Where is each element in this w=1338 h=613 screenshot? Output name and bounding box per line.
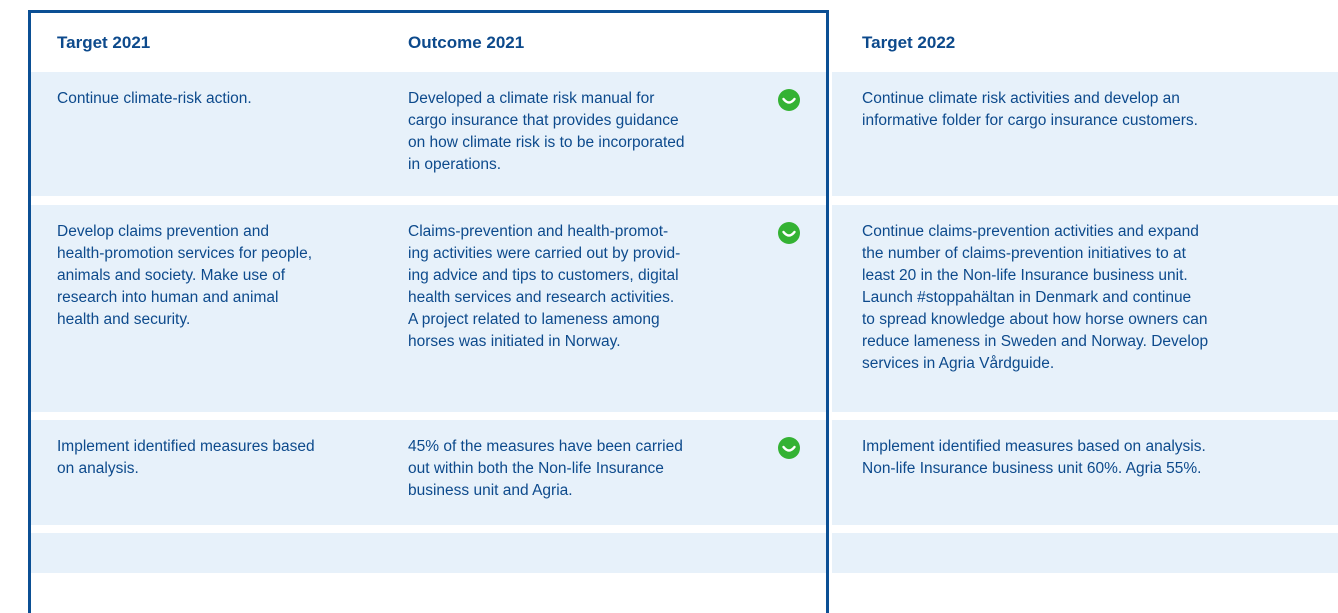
cell-line: Claims-prevention and health-promot-: [408, 223, 669, 240]
cell-line: health and security.: [57, 311, 191, 328]
table-cell: Continue climate-risk action.: [57, 88, 252, 110]
cell-line: cargo insurance that provides guidance: [408, 112, 679, 129]
row-background: [832, 205, 1338, 412]
row-background: [832, 533, 1338, 573]
cell-line: out within both the Non-life Insurance: [408, 460, 664, 477]
cell-line: Non-life Insurance business unit 60%. Ag…: [862, 460, 1202, 477]
table-cell: Continue claims-prevention activities an…: [862, 221, 1208, 375]
cell-line: 45% of the measures have been carried: [408, 438, 683, 455]
cell-line: health-promotion services for people,: [57, 245, 313, 262]
table-cell: 45% of the measures have been carried out…: [408, 436, 683, 502]
column-header: Target 2021: [57, 33, 151, 52]
table-cell: Claims-prevention and health-promot-ing …: [408, 221, 680, 353]
row-background: [31, 205, 826, 412]
table-cell: Continue climate risk activities and dev…: [862, 88, 1198, 132]
cell-line: horses was initiated in Norway.: [408, 333, 621, 350]
cell-line: Launch #stoppahältan in Denmark and cont…: [862, 289, 1192, 306]
cell-line: on how climate risk is to be incorporate…: [408, 134, 685, 151]
cell-line: ing activities were carried out by provi…: [408, 245, 681, 262]
row-background: [31, 72, 826, 196]
cell-line: research into human and animal: [57, 289, 279, 306]
cell-line: informative folder for cargo insurance c…: [862, 112, 1198, 129]
cell-line: to spread knowledge about how horse owne…: [862, 311, 1208, 328]
cell-line: Implement identified measures based: [57, 438, 315, 455]
page: Continue climate-risk action. Developed a…: [28, 10, 1338, 613]
smiley: [778, 222, 800, 244]
cell-line: Developed a climate risk manual for: [408, 90, 655, 107]
status-icon: [777, 88, 801, 112]
cell-line: health services and research activities.: [408, 289, 675, 306]
table-cell: Implement identified measures based on an…: [57, 436, 315, 480]
cell-line: animals and society. Make use of: [57, 267, 286, 284]
table-cell: Implement identified measures based on a…: [862, 436, 1206, 480]
table-cell: Developed a climate risk manual for cargo…: [408, 88, 685, 176]
cell-line: Implement identified measures based on a…: [862, 438, 1206, 455]
cell-line: the number of claims-prevention initiati…: [862, 245, 1186, 262]
status-icon: [777, 221, 801, 245]
cell-line: business unit and Agria.: [408, 482, 573, 499]
row-background: [832, 72, 1338, 196]
cell-line: on analysis.: [57, 460, 139, 477]
status-icon: [777, 436, 801, 460]
cell-line: Continue claims-prevention activities an…: [862, 223, 1199, 240]
cell-line: Continue climate risk activities and dev…: [862, 90, 1180, 107]
row-background: [31, 420, 826, 525]
column-header: Outcome 2021: [408, 33, 525, 52]
cell-line: reduce lameness in Sweden and Norway. De…: [862, 333, 1209, 350]
row-background: [832, 420, 1338, 525]
table-cell: Develop claims prevention and health-prom…: [57, 221, 312, 331]
cell-line: services in Agria Vårdguide.: [862, 355, 1055, 372]
highlight-frame: [28, 10, 829, 613]
column-header: Target 2022: [862, 33, 956, 52]
cell-line: A project related to lameness among: [408, 311, 660, 328]
cell-line: least 20 in the Non-life Insurance busin…: [862, 267, 1188, 284]
cell-line: Continue climate-risk action.: [57, 90, 252, 107]
cell-line: Develop claims prevention and: [57, 223, 269, 240]
smiley: [778, 437, 800, 459]
smiley: [778, 89, 800, 111]
cell-line: ing advice and tips to customers, digita…: [408, 267, 679, 284]
cell-line: in operations.: [408, 156, 502, 173]
